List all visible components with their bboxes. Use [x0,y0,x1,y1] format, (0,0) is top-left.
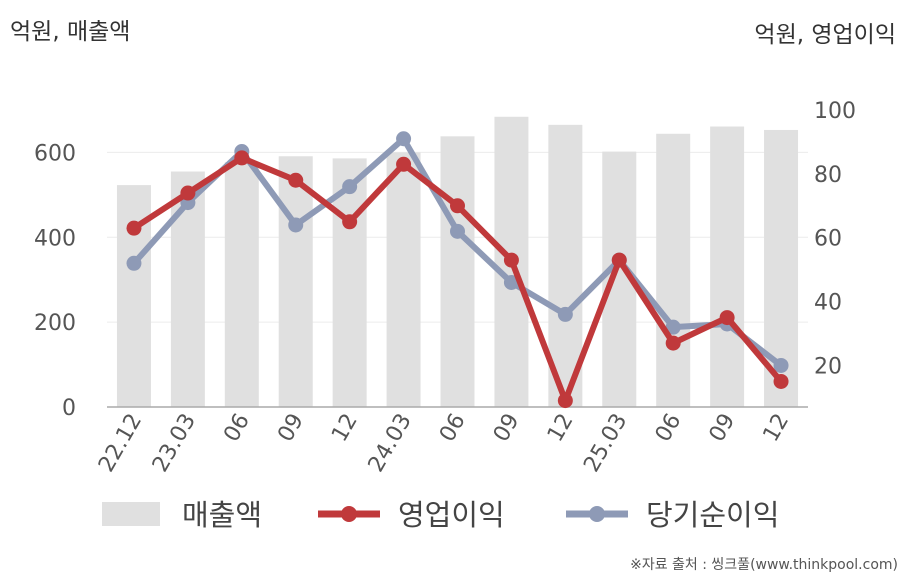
point-operating-profit [450,198,465,214]
x-tick-label: 06 [435,410,471,447]
point-operating-profit [611,252,627,268]
point-operating-profit [342,214,358,230]
point-net-income [396,131,412,147]
right-tick-label: 60 [814,227,842,252]
bar-revenue [278,156,313,407]
x-tick-label: 25.03 [579,410,632,477]
right-axis-title: 억원, 영업이익 [754,22,896,48]
x-tick-label: 12 [543,410,579,447]
bar-revenue [170,171,205,407]
bar-revenue [548,124,583,407]
point-net-income [342,179,358,195]
bar-revenue [656,133,691,407]
x-tick-label: 24.03 [364,410,417,477]
point-operating-profit [719,310,735,326]
bar-revenue [332,158,367,407]
bar-revenue [710,126,745,407]
legend-swatch-operating-profit-marker [341,506,357,522]
bar-revenue [440,136,475,407]
right-tick-label: 40 [814,291,842,316]
right-tick-label: 20 [814,354,842,379]
point-operating-profit [665,335,681,351]
point-operating-profit [503,252,519,268]
point-net-income [503,274,519,290]
point-operating-profit [126,220,142,236]
x-tick-label: 12 [327,410,363,447]
legend-label: 영업이익 [398,498,505,532]
legend-label: 매출액 [182,498,262,532]
point-operating-profit [234,150,250,166]
point-operating-profit [396,156,412,172]
left-tick-label: 200 [34,311,76,336]
x-tick-label: 09 [705,410,741,447]
point-net-income [126,255,142,271]
left-tick-label: 0 [62,396,76,421]
legend-label: 당기순이익 [646,498,779,532]
right-tick-label: 80 [814,163,842,188]
x-tick-label: 12 [759,410,795,447]
bar-revenue [224,162,259,407]
bar-revenue [386,152,421,407]
x-tick-label: 06 [219,410,255,447]
point-net-income [557,306,573,322]
left-tick-label: 400 [34,226,76,251]
point-operating-profit [180,185,196,201]
point-net-income [450,223,465,239]
x-tick-label: 06 [651,410,687,447]
left-tick-label: 600 [34,141,76,166]
x-tick-label: 23.03 [148,410,201,477]
x-tick-label: 09 [489,410,525,447]
point-operating-profit [288,172,304,188]
point-net-income [665,319,681,335]
legend-swatch-revenue [102,502,160,526]
x-tick-label: 22.12 [94,410,147,477]
legend-swatch-net-income-marker [589,506,605,522]
point-net-income [773,357,789,373]
point-operating-profit [773,373,789,389]
x-tick-label: 09 [273,410,309,447]
point-net-income [288,217,304,233]
left-axis-title: 억원, 매출액 [10,19,131,45]
point-operating-profit [557,393,573,409]
right-tick-label: 100 [814,99,856,124]
source-note: ※자료 출처 : 씽크풀(www.thinkpool.com) [630,557,898,573]
